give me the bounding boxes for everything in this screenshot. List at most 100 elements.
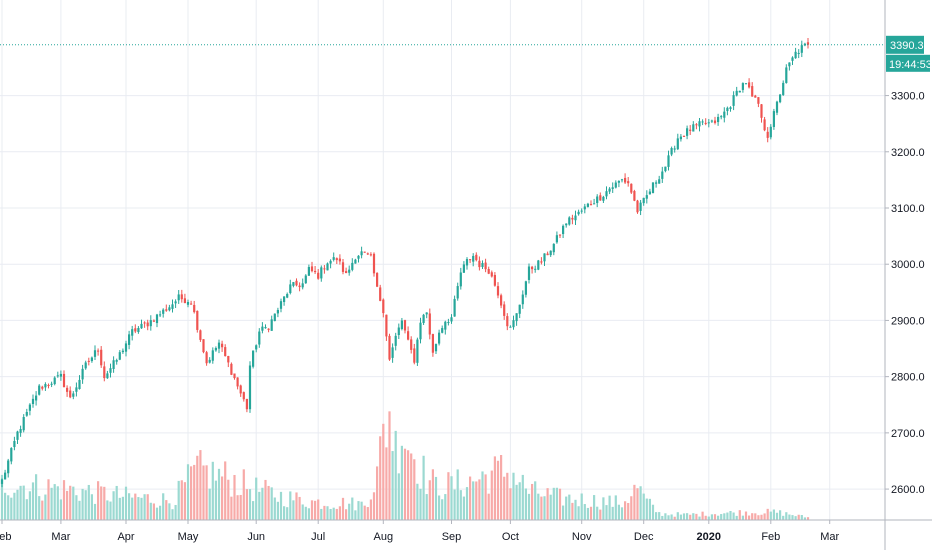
candle-body [295, 280, 298, 286]
candle-body [379, 287, 382, 301]
candle-body [624, 177, 627, 183]
volume-bar [658, 512, 661, 520]
candle-body [264, 327, 267, 329]
volume-bar [357, 501, 360, 520]
candle-body [205, 352, 208, 364]
candle-body [335, 258, 338, 261]
volume-bar [664, 513, 667, 520]
candle-body [217, 342, 221, 349]
volume-bar [438, 495, 441, 520]
volume-bar [273, 497, 276, 520]
candle-body [38, 385, 41, 395]
volume-bar [90, 494, 93, 520]
candle-body [425, 312, 428, 315]
volume-bar [301, 504, 304, 520]
volume-bar [174, 504, 177, 520]
candle-body [639, 202, 642, 211]
candle-body [735, 90, 738, 96]
candle-body [763, 119, 766, 131]
volume-bar [738, 510, 741, 520]
volume-bar [146, 494, 149, 520]
candle-body [410, 339, 413, 350]
candle-body [419, 322, 422, 340]
x-tick-label: Jun [247, 531, 265, 543]
volume-bar [193, 464, 196, 520]
candle-body [475, 254, 478, 261]
x-tick-label: Sep [442, 531, 462, 543]
volume-bar [112, 491, 115, 520]
volume-bar [131, 497, 134, 520]
x-tick-label: Mar [51, 531, 70, 543]
volume-bar [7, 495, 10, 520]
candle-body [462, 264, 465, 273]
volume-bar [447, 472, 450, 520]
candle-body [87, 360, 90, 362]
volume-bar [698, 516, 701, 520]
volume-bar [217, 468, 221, 520]
candle-body [493, 274, 496, 286]
volume-bar [515, 484, 518, 520]
candle-body [549, 250, 552, 256]
candle-body [438, 332, 441, 344]
candle-body [376, 273, 379, 287]
candle-body [546, 253, 549, 256]
volume-bar [338, 506, 341, 520]
candle-body [72, 393, 75, 397]
volume-bar [661, 515, 664, 520]
volume-bar [580, 493, 583, 520]
candle-body [276, 309, 279, 314]
candle-body [103, 366, 106, 379]
volume-bar [152, 503, 155, 520]
candle-body [524, 281, 527, 295]
candle-body [394, 335, 397, 346]
candle-body [351, 262, 354, 270]
candle-body [323, 268, 326, 270]
candle-body [0, 479, 4, 484]
candle-body [16, 431, 19, 440]
candle-body [279, 301, 283, 309]
volume-bar [140, 497, 143, 520]
volume-bar [298, 496, 301, 520]
countdown-badge [886, 54, 930, 72]
candle-body [642, 197, 645, 204]
candle-body [214, 348, 217, 351]
volume-bar [707, 516, 710, 520]
candle-body [155, 314, 159, 324]
candle-body [53, 377, 56, 385]
candle-body [261, 326, 264, 331]
volume-bar [472, 481, 475, 520]
volume-bar [295, 492, 298, 520]
x-tick-label: Oct [502, 531, 519, 543]
candle-body [159, 314, 162, 316]
candle-body [602, 196, 605, 201]
candle-body [692, 124, 695, 132]
volume-bar [465, 487, 469, 520]
volume-bar [53, 484, 56, 520]
volume-bar [651, 504, 655, 520]
volume-bar [66, 490, 69, 520]
volume-bar [713, 514, 717, 520]
volume-bar [31, 482, 35, 520]
y-tick-label: 3200.0 [891, 147, 925, 159]
volume-bar [279, 491, 283, 520]
volume-bar [441, 499, 444, 520]
candle-body [177, 294, 180, 301]
candle-body [434, 344, 438, 352]
volume-bar [527, 493, 531, 520]
candle-body [372, 253, 376, 274]
volume-bar [388, 411, 391, 520]
candle-body [298, 285, 301, 288]
volume-bar [317, 499, 320, 520]
candle-body [726, 107, 729, 112]
volume-bar [785, 512, 788, 520]
volume-bar [292, 500, 295, 520]
volume-bar [248, 489, 252, 520]
volume-bar [19, 485, 22, 520]
y-tick-label: 2900.0 [891, 315, 925, 327]
volume-bar [577, 506, 580, 520]
volume-bar [518, 482, 521, 520]
candle-body [806, 42, 810, 45]
volume-bar [692, 513, 695, 520]
candle-body [465, 259, 469, 266]
